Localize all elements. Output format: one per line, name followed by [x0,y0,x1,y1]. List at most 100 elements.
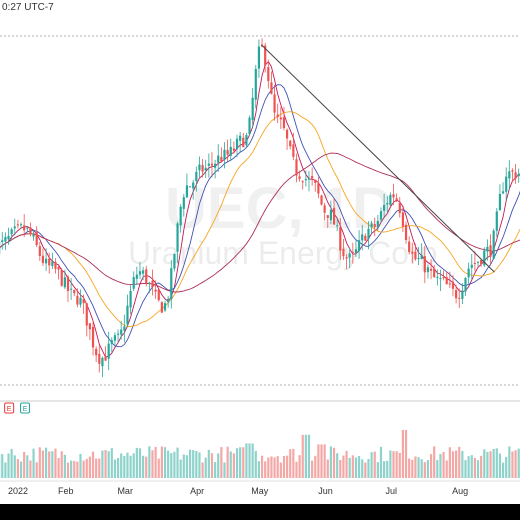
volume-bar [38,447,41,478]
candle [354,240,358,257]
volume-bar [4,462,7,478]
candle [26,226,29,232]
trendline[interactable] [260,44,495,273]
candle-body [32,234,35,237]
candle-body [426,267,430,273]
volume-bar [367,458,370,478]
volume-bar [242,447,245,478]
candle-body [501,191,505,194]
candle-body [323,205,326,213]
candle-body [239,135,242,141]
candle-body [320,195,323,205]
candle [423,245,426,284]
candle [73,289,76,297]
candle [170,260,173,309]
volume-bar [401,430,404,478]
candle [461,283,464,305]
candle-body [470,264,473,268]
earnings-badge[interactable]: E [20,402,31,414]
candle [383,193,386,218]
candle-body [73,289,76,294]
candle [167,295,170,308]
candle-body [7,235,10,240]
volume-bar [307,434,311,478]
candle [51,252,54,269]
candle [245,133,248,148]
candle [464,277,467,296]
volume-bar [279,462,282,478]
candle [242,132,245,148]
candle [285,128,289,150]
candle [426,264,430,279]
volume-bar [332,447,336,478]
volume-bar [201,462,204,478]
volume-bar [226,446,229,478]
candle [82,294,85,314]
volume-bar [342,455,345,478]
volume-bar [282,455,286,478]
candle-body [163,303,167,311]
x-tick-label: Feb [58,486,74,496]
candle [110,337,113,353]
earnings-badge-box [20,402,31,414]
volume-bar [354,457,358,478]
volume-bar [398,452,401,478]
candle-body [120,329,123,335]
candle [63,269,66,289]
candle [307,171,311,192]
candle-body [345,257,348,259]
volume-bar [455,450,458,478]
volume-bar [73,461,76,478]
candle-body [279,117,282,120]
volume-bar [101,450,104,478]
volume-bar [170,453,173,478]
earnings-badge[interactable]: E [4,402,15,414]
volume-bar [336,453,339,478]
volume-bar [304,434,307,478]
candle [254,64,257,109]
candle [179,204,182,233]
candle [314,179,317,192]
candle-body [173,254,176,269]
volume-bar [185,455,189,478]
candle-body [505,176,508,192]
candle [373,217,376,237]
candle-body [235,138,239,149]
volume-bar [505,456,508,478]
candle [204,159,207,179]
candle [60,268,63,287]
candle [19,222,23,229]
candle-body [408,241,411,253]
volume-bar [480,455,483,478]
candle-body [48,258,51,266]
volume-bar [260,455,264,478]
volume-bar [311,460,314,478]
candle [458,288,461,309]
candle-body [145,269,148,284]
candle [505,167,508,200]
candle [195,166,198,192]
candle-body [157,289,160,301]
volume-bar [223,462,226,478]
candle-body [138,271,142,275]
volume-bar [458,446,461,478]
candle [32,230,35,241]
volume-bar [511,451,514,478]
candle [70,278,73,300]
candle [38,241,41,262]
candle [270,71,273,95]
volume-bar [179,459,182,478]
volume-bar [298,455,301,478]
candle [107,331,110,371]
candle [470,253,473,280]
candle-body [126,305,129,325]
candle [295,153,298,183]
candle-body [248,117,251,135]
candle [517,168,520,183]
candle [251,88,254,128]
candle [332,198,336,225]
candle-body [223,149,226,160]
volume-bar [54,448,57,478]
candle [129,285,132,315]
